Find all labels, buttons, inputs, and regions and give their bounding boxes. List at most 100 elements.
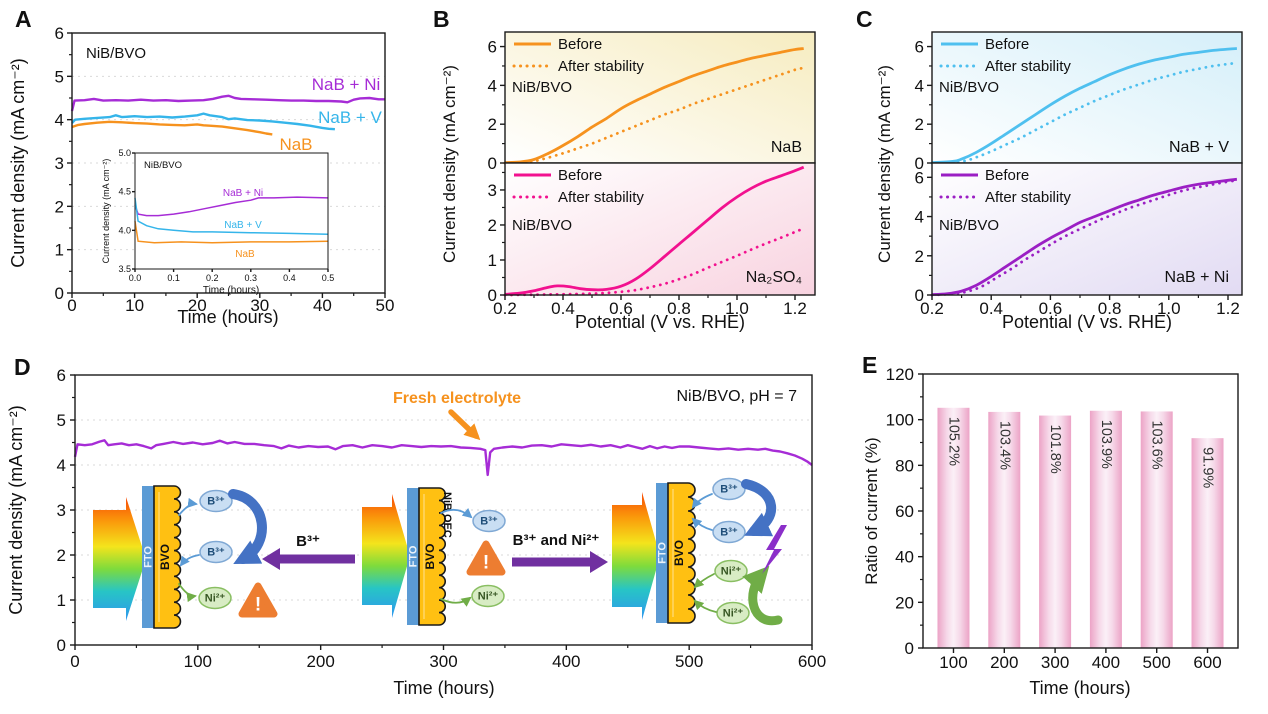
x-tick-label: 0.2 [920, 299, 944, 318]
panel-label-e: E [862, 352, 878, 378]
plot-background [135, 153, 328, 269]
y-tick-label: 6 [55, 24, 64, 43]
flow-arrow [691, 517, 713, 531]
y-tick-label: 2 [57, 546, 66, 565]
plot-frame [504, 162, 816, 296]
bvo-label: BVO [672, 540, 686, 566]
x-tick-label: 20 [188, 296, 207, 315]
electrolyte-label: NaB + Ni [1165, 269, 1229, 286]
x-tick-label: 0.4 [283, 273, 296, 283]
x-tick-label: 0.4 [979, 299, 1003, 318]
nib-oec-label: NiB OEC [441, 492, 453, 538]
y-tick-label: 4.5 [118, 187, 131, 197]
y-axis-title: Current density (mA cm⁻²) [440, 65, 459, 263]
fresh-electrolyte-label: Fresh electrolyte [393, 390, 521, 407]
inset-series-label: NaB + Ni [223, 188, 263, 199]
ion-label: Ni²⁺ [205, 593, 226, 605]
x-tick-label: 0.8 [667, 299, 691, 318]
x-tick-label: 200 [306, 652, 334, 671]
series-line [504, 47, 804, 164]
y-tick-label: 6 [488, 38, 497, 57]
x-tick-label: 100 [184, 652, 212, 671]
legend-label: After stability [558, 189, 644, 206]
y-axis-title: Current density (mA cm⁻²) [6, 405, 26, 615]
x-tick-label: 100 [939, 653, 967, 672]
plot-background [505, 163, 815, 295]
bvo-label: BVO [158, 544, 172, 570]
plot-frame [74, 374, 813, 646]
y-tick-label: 3.5 [118, 264, 131, 274]
y-tick-label: 0 [915, 286, 924, 305]
y-tick-label: 100 [886, 411, 914, 430]
sample-label: NiB/BVO [512, 217, 572, 234]
ion-label: B³⁺ [207, 547, 225, 559]
fto-layer [656, 483, 668, 623]
y-axis-title: Current density (mA cm⁻²) [8, 58, 28, 268]
ion-label: Ni²⁺ [721, 566, 742, 578]
nickel-ion [198, 586, 232, 610]
inset-series-line [134, 197, 329, 235]
y-tick-label: 6 [915, 38, 924, 57]
x-tick-label: 1.0 [1157, 299, 1181, 318]
flow-arrow [741, 479, 776, 537]
ion-label: B³⁺ [720, 484, 738, 496]
series-line [71, 120, 273, 136]
inset-series-label: NaB [235, 249, 255, 260]
arrow-left-label: B³⁺ [296, 533, 320, 550]
ion-label: Ni²⁺ [723, 608, 744, 620]
boron-ion [712, 477, 746, 501]
bar-value-label: 103.9% [1098, 420, 1114, 469]
y-tick-label: 20 [895, 593, 914, 612]
panel-label-a: A [15, 6, 32, 32]
bar [988, 411, 1021, 648]
x-tick-label: 0.4 [551, 299, 575, 318]
ion-transfer-arrow [262, 548, 355, 570]
ion-transfer-arrow [512, 551, 608, 573]
legend-label: Before [985, 36, 1029, 53]
y-tick-label: 0 [488, 154, 497, 173]
y-tick-label: 2 [915, 247, 924, 266]
flow-arrow [228, 489, 267, 565]
series-label: NaB [279, 135, 312, 154]
y-tick-label: 5 [55, 67, 64, 86]
inset-series-line [134, 220, 329, 244]
fto-label: FTO [657, 542, 669, 564]
flow-arrow [691, 493, 713, 509]
bar [1039, 415, 1072, 648]
ion-label: B³⁺ [207, 496, 225, 508]
inset-series-line [134, 196, 329, 217]
x-tick-label: 300 [429, 652, 457, 671]
series-line [503, 66, 806, 165]
x-axis-title: Time (hours) [1029, 678, 1130, 698]
y-tick-label: 0 [55, 284, 64, 303]
x-tick-label: 1.0 [725, 299, 749, 318]
boron-ion [199, 489, 233, 513]
y-tick-label: 4.0 [118, 225, 131, 235]
x-tick-label: 0.5 [322, 273, 335, 283]
y-axis-title: Ratio of current (%) [862, 437, 881, 584]
legend-label: After stability [985, 58, 1071, 75]
x-tick-label: 40 [313, 296, 332, 315]
nickel-ion [716, 601, 750, 625]
nickel-ion [471, 584, 505, 608]
lightning-icon [762, 525, 787, 574]
series-label: NaB + Ni [312, 75, 381, 94]
plot-frame [71, 32, 386, 294]
light-arrow [362, 494, 410, 618]
panel-c: Before After stability NiB/BVO NaB + V 0 2 4 6 B… [875, 31, 1243, 332]
x-tick-label: 0.6 [609, 299, 633, 318]
bar-value-label: 103.4% [996, 421, 1012, 470]
x-tick-label: 0 [70, 652, 79, 671]
plot-frame [931, 162, 1243, 296]
x-tick-label: 30 [250, 296, 269, 315]
boron-ion [199, 540, 233, 564]
sample-label: NiB/BVO [939, 217, 999, 234]
x-tick-label: 600 [1193, 653, 1221, 672]
flow-arrow [178, 583, 197, 603]
y-tick-label: 5 [57, 411, 66, 430]
y-tick-label: 3 [488, 181, 497, 200]
y-tick-label: 6 [57, 366, 66, 385]
